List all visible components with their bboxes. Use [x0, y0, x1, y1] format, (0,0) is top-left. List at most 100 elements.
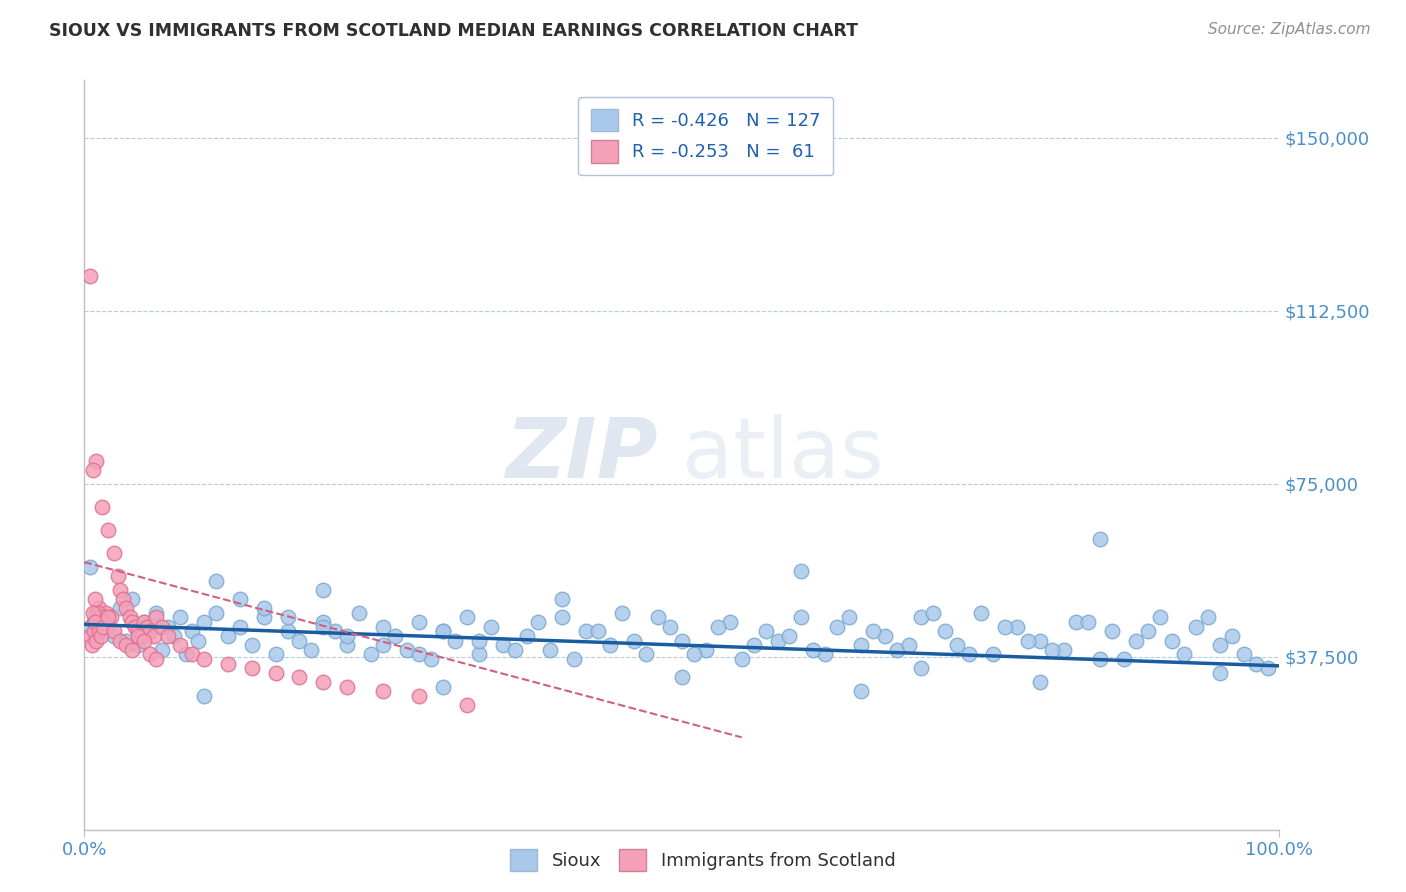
Immigrants from Scotland — [139, 648, 162, 662]
Immigrants from Scotland — [107, 569, 129, 583]
Sioux — [229, 592, 252, 607]
Sioux — [408, 648, 430, 662]
Sioux — [1137, 624, 1160, 639]
Sioux — [205, 606, 228, 620]
Immigrants from Scotland — [217, 657, 239, 671]
Sioux — [862, 624, 884, 639]
Sioux — [240, 638, 263, 652]
Immigrants from Scotland — [132, 615, 156, 629]
Immigrants from Scotland — [145, 652, 167, 666]
Sioux — [790, 565, 813, 579]
Sioux — [205, 574, 228, 588]
Sioux — [827, 620, 849, 634]
Sioux — [838, 610, 860, 624]
Sioux — [373, 638, 395, 652]
Sioux — [647, 610, 669, 624]
Immigrants from Scotland — [94, 606, 117, 620]
Sioux — [174, 648, 197, 662]
Immigrants from Scotland — [97, 523, 120, 537]
Immigrants from Scotland — [83, 615, 105, 629]
Sioux — [1233, 648, 1256, 662]
Sioux — [79, 620, 101, 634]
Immigrants from Scotland — [127, 624, 149, 639]
Immigrants from Scotland — [181, 648, 204, 662]
Sioux — [432, 680, 454, 694]
Sioux — [898, 638, 921, 652]
Immigrants from Scotland — [193, 652, 215, 666]
Sioux — [325, 624, 347, 639]
Sioux — [312, 620, 335, 634]
Sioux — [132, 615, 156, 629]
Sioux — [875, 629, 897, 643]
Sioux — [360, 648, 382, 662]
Sioux — [683, 648, 706, 662]
Sioux — [97, 610, 120, 624]
Immigrants from Scotland — [103, 546, 125, 560]
Sioux — [277, 610, 299, 624]
Sioux — [910, 610, 932, 624]
Sioux — [1244, 657, 1267, 671]
Legend: R = -0.426   N = 127, R = -0.253   N =  61: R = -0.426 N = 127, R = -0.253 N = 61 — [578, 97, 834, 175]
Sioux — [516, 629, 538, 643]
Sioux — [814, 648, 837, 662]
Immigrants from Scotland — [288, 670, 311, 684]
Sioux — [575, 624, 598, 639]
Sioux — [994, 620, 1017, 634]
Sioux — [755, 624, 778, 639]
Sioux — [181, 624, 204, 639]
Immigrants from Scotland — [86, 606, 108, 620]
Immigrants from Scotland — [139, 624, 162, 639]
Sioux — [503, 642, 526, 657]
Sioux — [1018, 633, 1040, 648]
Immigrants from Scotland — [115, 638, 138, 652]
Sioux — [551, 610, 574, 624]
Text: atlas: atlas — [682, 415, 883, 495]
Sioux — [193, 689, 215, 703]
Immigrants from Scotland — [264, 665, 287, 680]
Sioux — [851, 638, 873, 652]
Sioux — [957, 648, 980, 662]
Immigrants from Scotland — [100, 610, 122, 624]
Immigrants from Scotland — [157, 629, 180, 643]
Immigrants from Scotland — [87, 624, 110, 639]
Immigrants from Scotland — [86, 633, 108, 648]
Immigrants from Scotland — [408, 689, 430, 703]
Immigrants from Scotland — [132, 633, 156, 648]
Sioux — [1066, 615, 1088, 629]
Immigrants from Scotland — [121, 642, 143, 657]
Sioux — [636, 648, 658, 662]
Sioux — [373, 620, 395, 634]
Sioux — [79, 559, 101, 574]
Sioux — [946, 638, 969, 652]
Sioux — [444, 633, 467, 648]
Sioux — [420, 652, 443, 666]
Immigrants from Scotland — [135, 620, 157, 634]
Sioux — [1173, 648, 1195, 662]
Sioux — [479, 620, 502, 634]
Sioux — [229, 620, 252, 634]
Sioux — [766, 633, 789, 648]
Immigrants from Scotland — [118, 610, 141, 624]
Sioux — [1161, 633, 1184, 648]
Sioux — [1029, 633, 1052, 648]
Sioux — [970, 606, 993, 620]
Immigrants from Scotland — [127, 629, 149, 643]
Sioux — [277, 624, 299, 639]
Sioux — [886, 642, 908, 657]
Sioux — [1209, 638, 1232, 652]
Sioux — [193, 615, 215, 629]
Sioux — [86, 606, 108, 620]
Sioux — [803, 642, 825, 657]
Sioux — [1077, 615, 1099, 629]
Sioux — [468, 633, 491, 648]
Sioux — [139, 624, 162, 639]
Sioux — [336, 629, 359, 643]
Immigrants from Scotland — [142, 629, 165, 643]
Immigrants from Scotland — [111, 592, 134, 607]
Sioux — [1220, 629, 1243, 643]
Text: ZIP: ZIP — [505, 415, 658, 495]
Sioux — [851, 684, 873, 698]
Sioux — [349, 606, 371, 620]
Immigrants from Scotland — [97, 610, 120, 624]
Immigrants from Scotland — [91, 500, 114, 514]
